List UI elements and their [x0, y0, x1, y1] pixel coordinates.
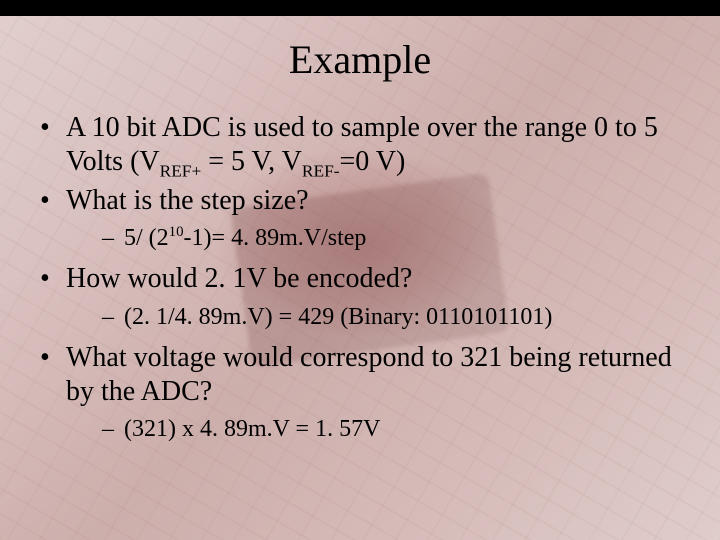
bullet-list: A 10 bit ADC is used to sample over the … [28, 111, 692, 446]
bullet-3-sub: (2. 1/4. 89m.V) = 429 (Binary: 011010110… [102, 301, 692, 333]
bullet-2-sub-sup: 10 [169, 224, 184, 240]
bullet-2-sublist: 5/ (210-1)= 4. 89m.V/step [66, 222, 692, 254]
bullet-1-sub1: REF+ [160, 162, 202, 181]
bullet-3-sub-text: (2. 1/4. 89m.V) = 429 (Binary: 011010110… [124, 304, 552, 330]
bullet-4-sublist: (321) x 4. 89m.V = 1. 57V [66, 413, 692, 445]
bullet-3-text: How would 2. 1V be encoded? [66, 263, 412, 294]
bullet-2-sub-pre: 5/ (2 [124, 225, 169, 251]
slide-content: Example A 10 bit ADC is used to sample o… [0, 0, 720, 540]
bullet-4-sub: (321) x 4. 89m.V = 1. 57V [102, 413, 692, 445]
bullet-4-text: What voltage would correspond to 321 bei… [66, 342, 672, 407]
bullet-2-sub: 5/ (210-1)= 4. 89m.V/step [102, 222, 692, 254]
bullet-4: What voltage would correspond to 321 bei… [36, 341, 692, 446]
bullet-1: A 10 bit ADC is used to sample over the … [36, 111, 692, 182]
bullet-1-text-post: =0 V) [340, 146, 406, 177]
bullet-2-sub-post: -1)= 4. 89m.V/step [184, 225, 367, 251]
bullet-2: What is the step size? 5/ (210-1)= 4. 89… [36, 184, 692, 255]
bullet-2-text: What is the step size? [66, 185, 309, 216]
bullet-1-sub2: REF- [302, 162, 340, 181]
slide-title: Example [28, 36, 692, 83]
bullet-3-sublist: (2. 1/4. 89m.V) = 429 (Binary: 011010110… [66, 301, 692, 333]
bullet-4-sub-text: (321) x 4. 89m.V = 1. 57V [124, 416, 380, 442]
bullet-1-text-mid: = 5 V, V [201, 146, 302, 177]
bullet-3: How would 2. 1V be encoded? (2. 1/4. 89m… [36, 262, 692, 333]
